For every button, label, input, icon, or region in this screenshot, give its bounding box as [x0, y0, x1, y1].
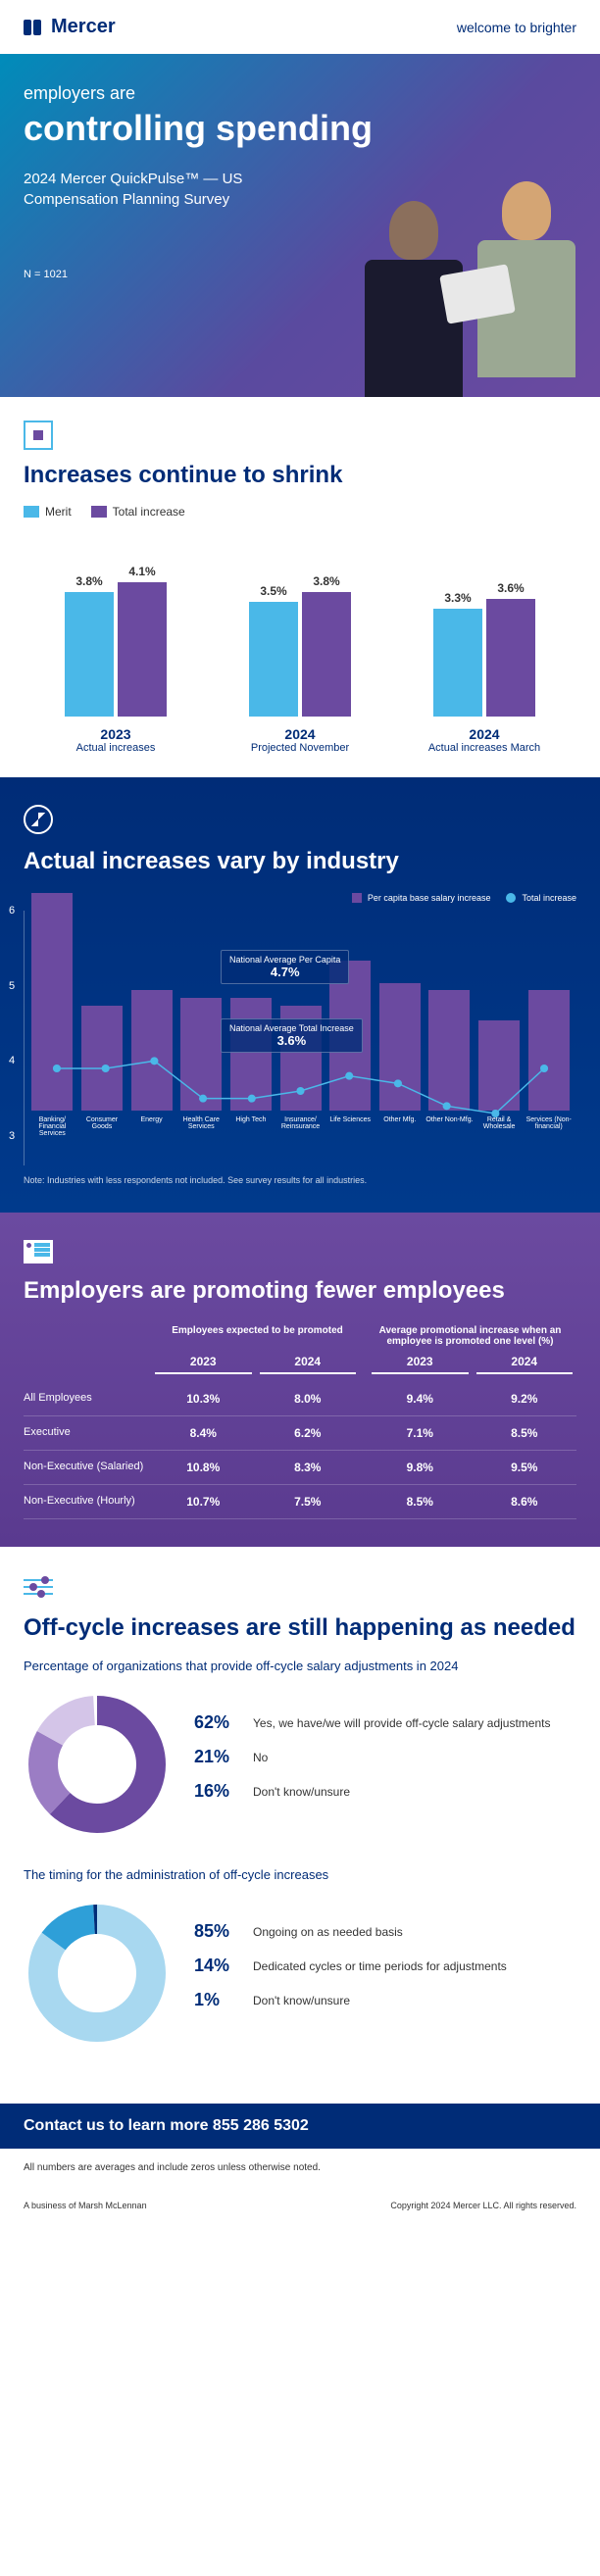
donut-1: 62%Yes, we have/we will provide off-cycl… — [24, 1691, 576, 1838]
people-image — [355, 181, 590, 397]
promo-title: Employers are promoting fewer employees — [24, 1277, 576, 1306]
industry-title: Actual increases vary by industry — [24, 848, 576, 875]
slider-icon — [24, 1579, 53, 1601]
offcycle-title: Off-cycle increases are still happening … — [24, 1614, 576, 1643]
hero-title: controlling spending — [24, 108, 576, 149]
industry-note: Note: Industries with less respondents n… — [24, 1175, 576, 1185]
hero-sub: employers are — [24, 83, 576, 104]
legend-box-merit — [24, 506, 39, 518]
footnote: All numbers are averages and include zer… — [0, 2149, 600, 2187]
tagline: welcome to brighter — [457, 20, 576, 35]
bar-group: 3.8% 4.1% 2023Actual increases — [47, 570, 184, 754]
offcycle-sub2: The timing for the administration of off… — [24, 1867, 576, 1882]
focus-icon — [24, 421, 53, 450]
promo-table: Employees expected to be promoted Averag… — [24, 1325, 576, 1519]
industry-chart: 3456Banking/ Financial ServicesConsumer … — [24, 911, 576, 1165]
bar-chart: 3.8% 4.1% 2023Actual increases 3.5% 3.8%… — [24, 538, 576, 754]
donut-2: 85%Ongoing on as needed basis14%Dedicate… — [24, 1900, 576, 2047]
footer: A business of Marsh McLennan Copyright 2… — [0, 2187, 600, 2224]
dashboard-icon — [24, 1240, 53, 1263]
bar-group: 3.3% 3.6% 2024Actual increases March — [416, 570, 553, 754]
logo: Mercer — [24, 16, 116, 38]
industry-section: Actual increases vary by industry Per ca… — [0, 777, 600, 1213]
compass-icon — [24, 805, 53, 834]
offcycle-section: Off-cycle increases are still happening … — [0, 1547, 600, 2104]
chart-legend: Merit Total increase — [24, 505, 576, 519]
promo-section: Employers are promoting fewer employees … — [0, 1213, 600, 1547]
industry-legend: Per capita base salary increase Total in… — [24, 893, 576, 903]
header: Mercer welcome to brighter — [0, 0, 600, 54]
hero: employers are controlling spending 2024 … — [0, 54, 600, 397]
hero-desc: 2024 Mercer QuickPulse™ — US Compensatio… — [24, 169, 298, 210]
contact-bar: Contact us to learn more 855 286 5302 — [0, 2104, 600, 2149]
section-title: Increases continue to shrink — [24, 462, 576, 489]
offcycle-sub1: Percentage of organizations that provide… — [24, 1659, 576, 1673]
bar-group: 3.5% 3.8% 2024Projected November — [231, 570, 369, 754]
increases-section: Increases continue to shrink Merit Total… — [0, 397, 600, 777]
legend-box-total — [91, 506, 107, 518]
